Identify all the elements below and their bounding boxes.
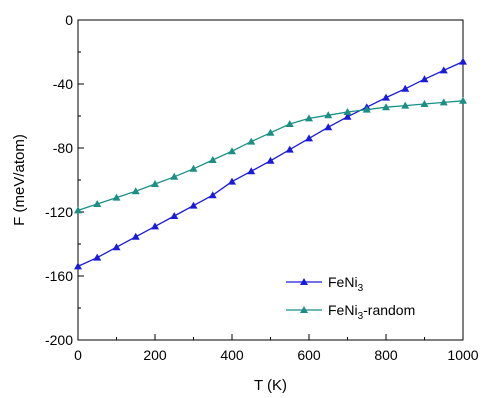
data-point-marker [305,114,313,122]
x-tick-label: 800 [374,347,398,363]
data-point-marker [266,128,275,136]
data-point-marker [343,112,352,120]
data-point-marker [420,75,429,83]
x-tick-label: 1000 [447,347,478,363]
data-point-marker [362,105,371,113]
data-point-marker [112,243,121,251]
data-point-marker [247,167,256,175]
series-layer [74,57,467,270]
x-tick-label: 0 [74,347,82,363]
y-tick-label: 0 [65,12,73,28]
data-point-marker [228,177,236,185]
data-point-marker [208,191,217,199]
data-point-marker [170,212,179,219]
data-point-marker [189,201,198,209]
data-point-marker [93,200,102,207]
data-point-marker [74,206,82,214]
data-point-marker [228,147,236,155]
data-point-marker [189,164,198,172]
data-point-marker [439,66,448,74]
data-point-marker [112,193,121,201]
data-point-marker [131,232,140,240]
series-2 [74,96,467,214]
legend-label: FeNi3 [328,274,364,294]
y-tick-label: -120 [45,204,73,220]
data-point-marker [170,172,179,180]
data-point-marker [247,137,256,145]
data-point-marker [266,156,275,164]
data-point-marker [285,145,294,153]
y-tick-label: -160 [45,268,73,284]
x-tick-label: 400 [220,347,244,363]
data-point-marker [285,120,294,127]
series-1 [74,57,467,270]
data-point-marker [208,156,217,163]
data-point-marker [420,100,429,107]
data-point-marker [382,93,390,101]
data-point-marker [74,262,82,270]
legend-marker [300,278,308,285]
plot-area [77,19,464,341]
data-point-marker [151,222,159,230]
data-point-marker [324,111,333,119]
data-point-marker [93,253,102,261]
axes: 0 200 400 600 800 1000 -200 -160 -120 -80 -40 0 [45,12,479,363]
data-point-marker [324,123,333,131]
data-point-marker [131,187,140,195]
data-point-marker [382,103,390,111]
data-point-marker [439,98,448,106]
data-point-marker [343,108,352,115]
data-point-marker [459,96,467,104]
x-axis-title: T (K) [254,377,287,394]
data-point-marker [459,57,467,65]
legend: FeNi3 FeNi3-random [286,274,415,322]
y-tick-label: -40 [53,76,73,92]
data-point-marker [401,101,410,109]
y-axis-title: F (meV/atom) [11,134,28,226]
y-tick-label: -200 [45,332,73,348]
x-tick-label: 200 [143,347,167,363]
data-point-marker [401,84,410,92]
legend-label: FeNi3-random [328,302,415,322]
legend-marker [300,306,308,313]
data-point-marker [305,134,313,142]
data-point-marker [151,180,159,187]
x-tick-label: 600 [297,347,321,363]
y-tick-label: -80 [53,140,73,156]
